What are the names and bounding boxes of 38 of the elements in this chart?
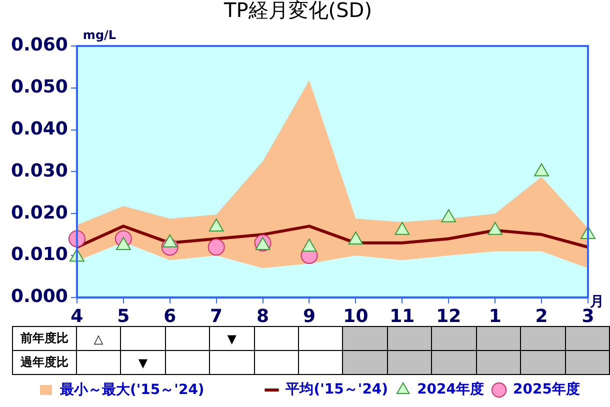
y-tick-label: 0.030 — [11, 160, 68, 182]
y-tick-label: 0.040 — [11, 118, 68, 140]
x-tick-label: 5 — [117, 306, 130, 327]
text: 過年度比 — [12, 350, 76, 374]
point — [116, 236, 131, 250]
legend-label: 平均('15～'24) — [284, 382, 388, 398]
x-tick-label: 12 — [436, 306, 462, 327]
point — [162, 234, 178, 248]
point — [208, 218, 224, 232]
y-tick-label: 0.060 — [11, 34, 68, 56]
text: ▼ — [210, 326, 254, 350]
y-tick-label: 0.010 — [11, 244, 68, 266]
chart-title: TP経月変化(SD) — [223, 0, 372, 22]
x-tick-label: 4 — [70, 306, 84, 327]
legend-label: 2024年度 — [417, 380, 484, 398]
point — [488, 222, 503, 235]
x-tick-label: 6 — [164, 306, 176, 327]
text: 最小～最大('15～'24) — [60, 381, 204, 399]
point — [394, 222, 410, 235]
text: 前年度比 — [12, 326, 76, 350]
point — [302, 238, 317, 252]
x-tick-label: 11 — [390, 306, 415, 327]
legend-label: 2025年度 — [513, 380, 580, 398]
x-tick-label: 9 — [302, 306, 316, 327]
point — [534, 163, 549, 176]
point — [441, 209, 456, 222]
y-tick-label: 0.050 — [11, 76, 68, 98]
x-tick-label: 10 — [343, 306, 368, 327]
x-tick-label: 7 — [210, 306, 223, 327]
x-tick-label: 2 — [535, 306, 548, 327]
y-axis-title: mg/L — [82, 28, 116, 42]
x-tick-label: 1 — [488, 306, 502, 327]
y-tick-label: 0.000 — [11, 286, 68, 308]
point — [348, 231, 364, 244]
text: ▼ — [120, 350, 166, 374]
y-tick-label: 0.020 — [11, 202, 68, 224]
text: △ — [76, 326, 121, 350]
x-tick-label: 8 — [256, 306, 270, 327]
